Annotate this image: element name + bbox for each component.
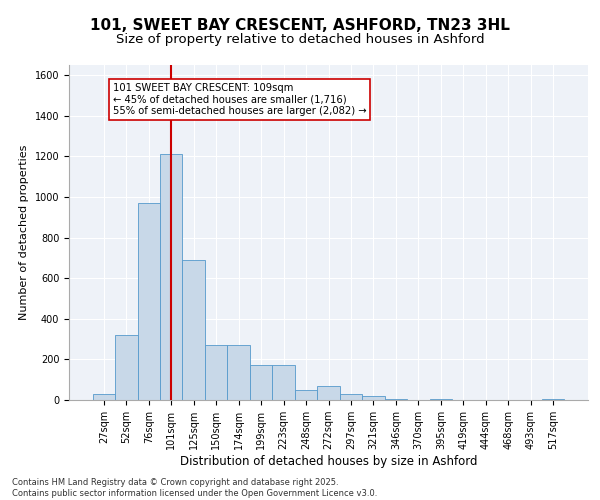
Bar [115, 335, 137, 400]
Bar [430, 399, 452, 400]
Bar [295, 390, 317, 400]
Bar [160, 154, 182, 400]
Bar [362, 396, 385, 400]
Bar [227, 345, 250, 400]
Text: Contains HM Land Registry data © Crown copyright and database right 2025.
Contai: Contains HM Land Registry data © Crown c… [12, 478, 377, 498]
Bar [137, 203, 160, 400]
Text: Size of property relative to detached houses in Ashford: Size of property relative to detached ho… [116, 32, 484, 46]
Bar [250, 366, 272, 400]
X-axis label: Distribution of detached houses by size in Ashford: Distribution of detached houses by size … [180, 455, 477, 468]
Bar [205, 345, 227, 400]
Text: 101 SWEET BAY CRESCENT: 109sqm
← 45% of detached houses are smaller (1,716)
55% : 101 SWEET BAY CRESCENT: 109sqm ← 45% of … [113, 84, 367, 116]
Bar [317, 386, 340, 400]
Bar [272, 366, 295, 400]
Bar [542, 399, 565, 400]
Bar [182, 260, 205, 400]
Text: 101, SWEET BAY CRESCENT, ASHFORD, TN23 3HL: 101, SWEET BAY CRESCENT, ASHFORD, TN23 3… [90, 18, 510, 32]
Y-axis label: Number of detached properties: Number of detached properties [19, 145, 29, 320]
Bar [385, 399, 407, 400]
Bar [92, 394, 115, 400]
Bar [340, 394, 362, 400]
